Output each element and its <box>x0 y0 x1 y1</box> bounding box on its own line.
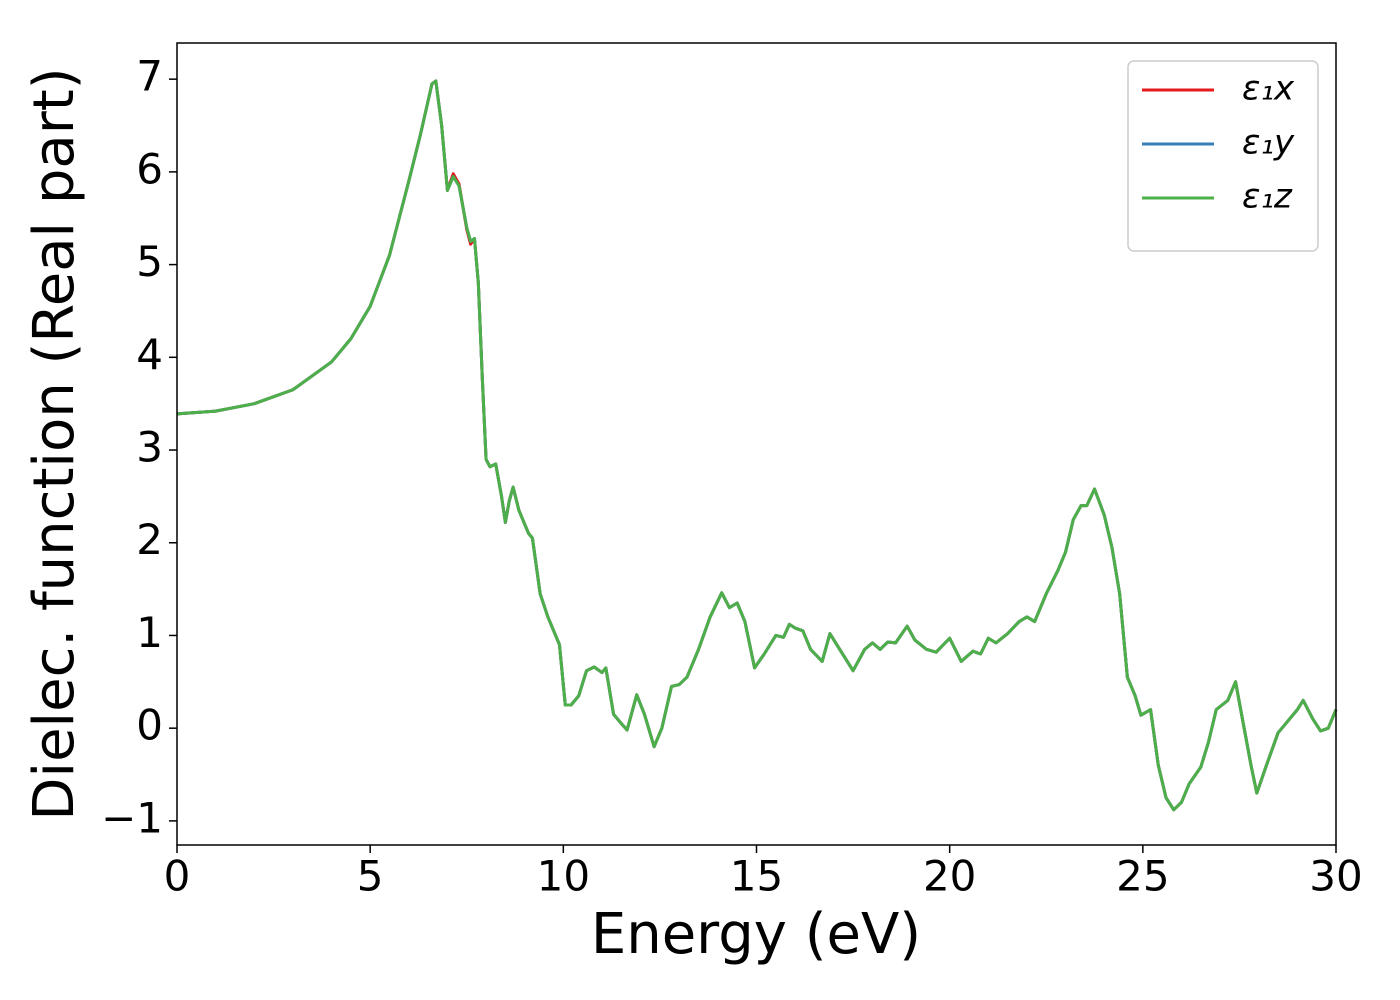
legend-label: ε₁z <box>1242 177 1293 217</box>
x-tick-label: 0 <box>164 852 191 901</box>
y-tick-label: 4 <box>136 330 163 379</box>
legend-box <box>1127 60 1319 252</box>
y-tick-label: 3 <box>136 423 163 472</box>
y-tick-label: 6 <box>136 144 163 193</box>
y-tick-label: 5 <box>136 237 163 286</box>
x-tick-label: 30 <box>1309 852 1362 901</box>
y-axis-label: Dielec. function (Real part) <box>22 67 87 820</box>
x-tick-label: 25 <box>1116 852 1169 901</box>
x-tick-label: 5 <box>357 852 384 901</box>
y-tick-label: 2 <box>136 515 163 564</box>
plot-frame <box>176 42 1337 846</box>
y-tick-label: 0 <box>136 701 163 750</box>
x-tick-label: 20 <box>923 852 976 901</box>
legend-label: ε₁x <box>1242 69 1295 109</box>
legend-label: ε₁y <box>1242 123 1295 163</box>
y-tick-label: 7 <box>136 52 163 101</box>
x-tick-label: 10 <box>537 852 590 901</box>
y-tick-label: −1 <box>101 793 163 842</box>
x-axis-label: Energy (eV) <box>591 902 921 967</box>
x-tick-label: 15 <box>730 852 783 901</box>
y-tick-label: 1 <box>136 608 163 657</box>
line-series <box>176 79 1338 812</box>
